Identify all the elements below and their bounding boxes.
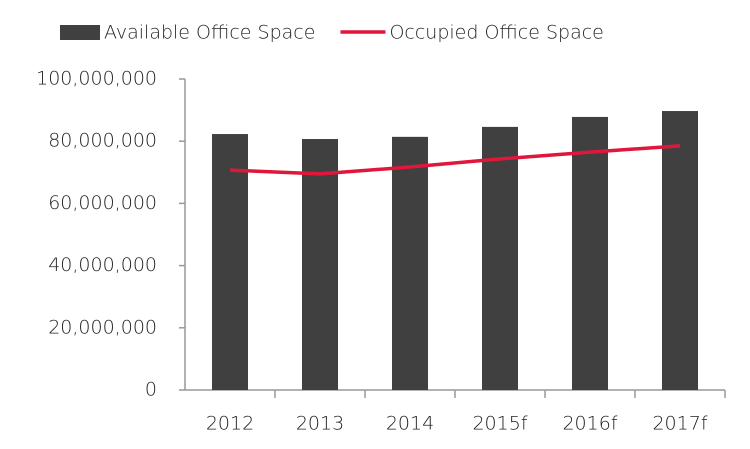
bar	[662, 111, 698, 391]
x-tick-label: 2015f	[472, 413, 527, 435]
x-tick-label: 2016f	[562, 413, 617, 435]
y-tick-label: 80,000,000	[48, 130, 157, 152]
bar	[572, 116, 608, 390]
legend-label: Occupied Office Space	[389, 22, 603, 44]
y-tick-label: 40,000,000	[48, 254, 157, 276]
bar	[212, 134, 248, 390]
y-tick-label: 20,000,000	[48, 316, 157, 338]
x-tick-label: 2017f	[652, 413, 707, 435]
bar	[392, 136, 428, 390]
y-tick-label: 0	[145, 379, 157, 401]
line	[229, 144, 681, 176]
y-tick-label: 60,000,000	[48, 192, 157, 214]
x-tick-label: 2012	[206, 413, 254, 435]
bar	[302, 139, 338, 390]
legend-label: Available Office Space	[104, 22, 315, 44]
bar	[482, 126, 518, 391]
y-tick-label: 100,000,000	[36, 68, 157, 90]
legend-swatch	[60, 25, 100, 40]
x-tick-label: 2013	[296, 413, 344, 435]
x-tick-label: 2014	[386, 413, 434, 435]
